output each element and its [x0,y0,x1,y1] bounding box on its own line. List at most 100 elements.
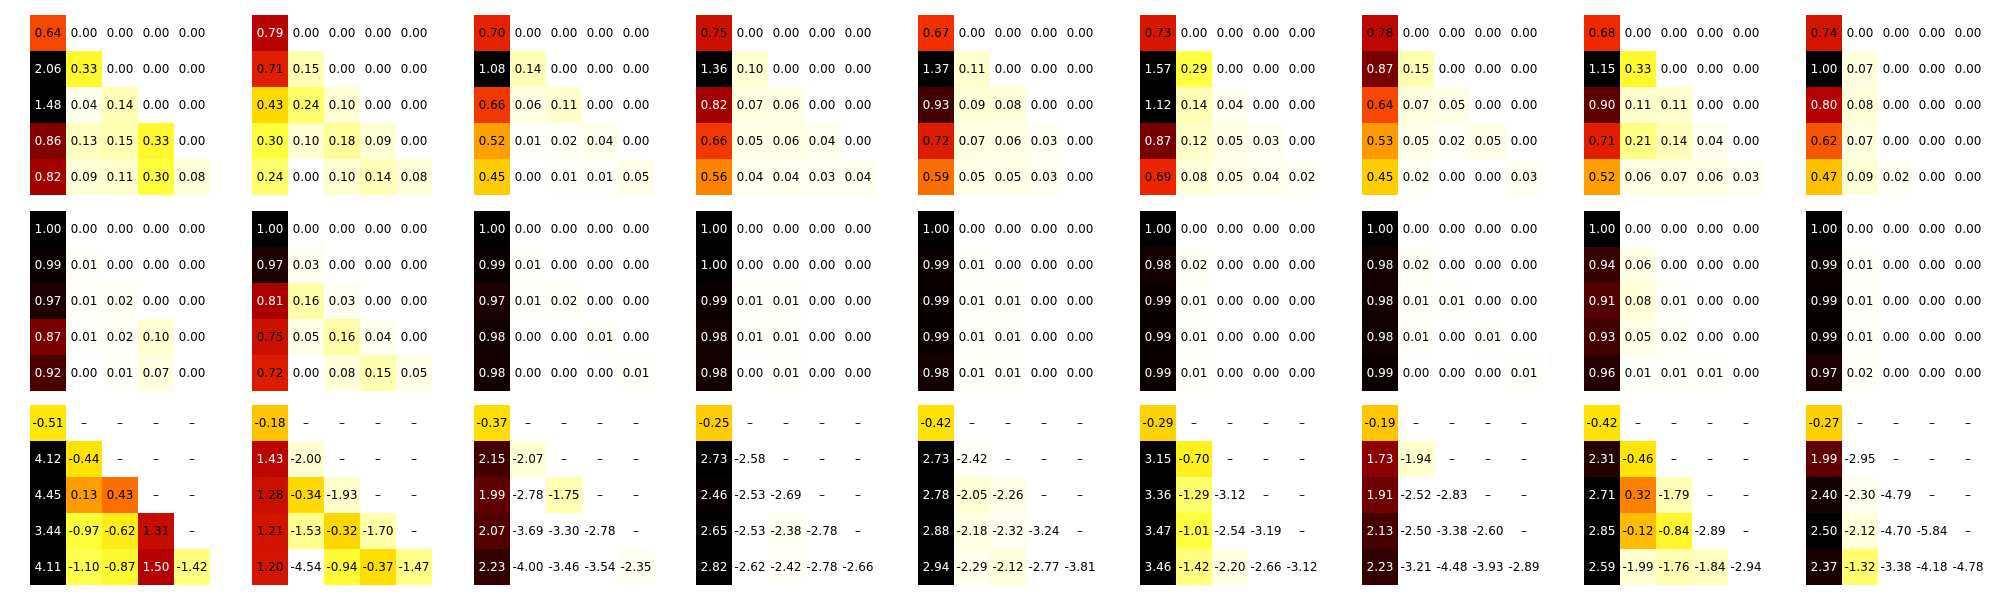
heatmap-cell [1914,247,1950,283]
heatmap-cell-label: – [1077,452,1083,466]
heatmap-cell [840,159,876,195]
heatmap-cell [582,159,618,195]
heatmap-cell [1398,123,1434,159]
heatmap-cell [1656,123,1692,159]
heatmap-cell-label: -0.70 [1178,452,1209,466]
heatmap-cell [1806,211,1842,247]
heatmap-cell-label: 0.00 [1625,222,1652,236]
heatmap-cell-label: 0.45 [1367,170,1394,184]
heatmap-cell [102,319,138,355]
heatmap-cell-label: 0.00 [773,222,800,236]
heatmap-cell [1506,15,1542,51]
heatmap-cell [174,159,210,195]
heatmap-cell-label: – [597,452,603,466]
heatmap-cell-label: 0.74 [1811,26,1838,40]
heatmap-cell-label: 0.01 [1403,294,1430,308]
heatmap-cell-label: 0.08 [179,170,206,184]
heatmap-cell [474,51,510,87]
heatmap-cell [66,283,102,319]
heatmap-cell-label: 0.00 [1253,62,1280,76]
heatmap-cell-label: -1.47 [398,560,429,574]
heatmap-cell [174,283,210,319]
heatmap-cell-label: 0.10 [329,98,356,112]
heatmap-cell [1470,51,1506,87]
heatmap-cell-label: 0.00 [1031,294,1058,308]
heatmap-cell-label: – [1413,416,1419,430]
heatmap-cell [1176,441,1212,477]
heatmap-cell-label: -0.12 [1622,524,1653,538]
heatmap-cell-label: -0.84 [1658,524,1689,538]
heatmap-cell-label: -2.42 [770,560,801,574]
heatmap-cell-label: – [1707,452,1713,466]
heatmap-cell-label: 0.00 [809,62,836,76]
heatmap-cell-label: 0.04 [1697,134,1724,148]
heatmap-cell-label: 0.67 [923,26,950,40]
heatmap-cell-label: 1.00 [257,222,284,236]
heatmap-cell [696,159,732,195]
heatmap-cell-label: – [1893,416,1899,430]
heatmap-cell [1584,123,1620,159]
heatmap-cell [1806,477,1842,513]
heatmap-cell-label: -0.62 [104,524,135,538]
heatmap-cell [324,87,360,123]
heatmap-cell [324,15,360,51]
heatmap-cell [1248,211,1284,247]
heatmap-cell-label: 1.00 [1145,222,1172,236]
heatmap-cell [288,513,324,549]
heatmap-cell-label: 2.73 [701,452,728,466]
heatmap-cell-label: 0.05 [1403,134,1430,148]
heatmap-cell [1362,405,1398,441]
heatmap-cell [990,247,1026,283]
heatmap-cell-label: 0.99 [1145,294,1172,308]
heatmap-cell [1656,87,1692,123]
heatmap-cell [954,513,990,549]
heatmap-cell [1620,283,1656,319]
heatmap-cell [1914,51,1950,87]
heatmap-cell-label: 0.00 [365,98,392,112]
heatmap-cell-label: 0.00 [845,62,872,76]
heatmap-cell-label: 2.94 [923,560,950,574]
heatmap-cell-label: -0.97 [68,524,99,538]
heatmap-cell [1362,247,1398,283]
heatmap-cell-label: 0.00 [1289,330,1316,344]
heatmap-cell-label: 0.45 [479,170,506,184]
heatmap-cell-label: – [1449,416,1455,430]
heatmap-cell-label: – [855,524,861,538]
heatmap-cell-label: 0.09 [71,170,98,184]
heatmap-cell [1878,159,1914,195]
heatmap-cell [510,441,546,477]
heatmap-panel: 0.74 0.00 0.00 0.00 0.00 1.00 0.07 0.00 0.00 0.00… [1806,15,1986,195]
heatmap-panel: 0.73 0.00 0.00 0.00 0.00 1.57 0.29 0.00 0.00 0.00… [1140,15,1320,195]
heatmap-cell-label: -3.12 [1214,488,1245,502]
heatmap-cell-label: -2.69 [770,488,801,502]
heatmap-cell-label: 0.05 [1217,170,1244,184]
heatmap-cell [618,15,654,51]
heatmap-cell-label: 0.11 [1625,98,1652,112]
heatmap-cell [954,211,990,247]
heatmap-cell [840,355,876,391]
heatmap-cell-label: -1.84 [1694,560,1725,574]
heatmap-cell [1584,477,1620,513]
heatmap-cell-label: 0.03 [809,170,836,184]
heatmap-cell-label: – [153,488,159,502]
heatmap-cell-label: 0.00 [71,222,98,236]
heatmap-cell [1506,211,1542,247]
heatmap-cell [1026,51,1062,87]
heatmap-cell [1584,441,1620,477]
heatmap-cell [1692,283,1728,319]
heatmap-cell [1026,513,1062,549]
heatmap-cell-label: 2.13 [1367,524,1394,538]
heatmap-cell [1284,211,1320,247]
heatmap-cell-label: 0.00 [1475,62,1502,76]
heatmap-cell [510,159,546,195]
heatmap-cell-label: 0.66 [479,98,506,112]
heatmap-cell [732,319,768,355]
heatmap-cell [1842,319,1878,355]
heatmap-cell-label: 0.00 [179,222,206,236]
heatmap-cell [1284,123,1320,159]
heatmap-cell-label: – [747,416,753,430]
heatmap-cell-label: 0.00 [179,62,206,76]
heatmap-cell [1176,51,1212,87]
heatmap-cell [1692,123,1728,159]
heatmap-cell [288,15,324,51]
